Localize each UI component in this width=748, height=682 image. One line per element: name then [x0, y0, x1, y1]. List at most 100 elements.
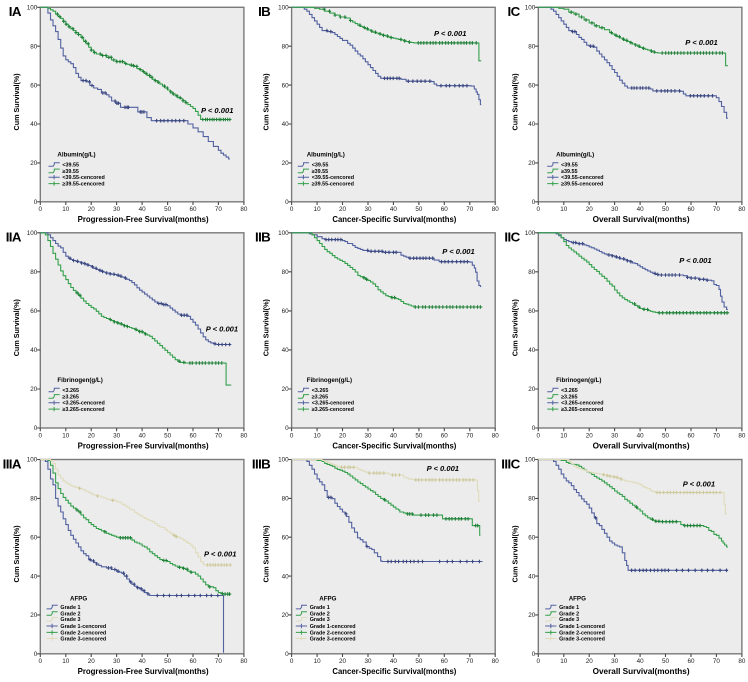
- svg-text:0: 0: [39, 432, 43, 439]
- svg-text:30: 30: [611, 658, 619, 665]
- svg-text:50: 50: [415, 432, 423, 439]
- svg-text:Cancer-Specific Survival(month: Cancer-Specific Survival(months): [332, 667, 456, 676]
- svg-text:IIIB: IIIB: [252, 456, 270, 471]
- svg-text:70: 70: [713, 658, 721, 665]
- svg-text:50: 50: [415, 206, 423, 213]
- svg-text:40: 40: [637, 432, 645, 439]
- svg-text:<39.55: <39.55: [312, 162, 329, 168]
- svg-text:<39.55-cencored: <39.55-cencored: [312, 175, 354, 181]
- svg-text:IIIA: IIIA: [3, 456, 22, 471]
- svg-text:P < 0.001: P < 0.001: [683, 480, 715, 489]
- svg-text:80: 80: [240, 432, 248, 439]
- svg-text:≥39.55: ≥39.55: [312, 169, 328, 175]
- svg-text:40: 40: [30, 121, 38, 128]
- svg-text:10: 10: [560, 432, 568, 439]
- svg-text:60: 60: [441, 206, 449, 213]
- svg-text:Grade 1-cencored: Grade 1-cencored: [60, 624, 106, 630]
- svg-text:10: 10: [62, 432, 70, 439]
- svg-text:Cancer-Specific Survival(month: Cancer-Specific Survival(months): [332, 441, 456, 450]
- svg-text:50: 50: [662, 658, 670, 665]
- svg-text:<39.55: <39.55: [561, 162, 578, 168]
- svg-text:60: 60: [687, 658, 695, 665]
- svg-text:Grade 2: Grade 2: [559, 611, 579, 617]
- svg-text:80: 80: [240, 658, 248, 665]
- svg-text:≥39.55-cencored: ≥39.55-cencored: [561, 182, 603, 188]
- svg-text:60: 60: [282, 308, 290, 315]
- svg-text:10: 10: [62, 206, 70, 213]
- svg-text:P < 0.001: P < 0.001: [206, 325, 238, 334]
- svg-text:Grade 3-cencored: Grade 3-cencored: [310, 637, 356, 643]
- svg-text:Cum Survival(%): Cum Survival(%): [511, 299, 520, 357]
- svg-text:80: 80: [528, 269, 536, 276]
- svg-text:60: 60: [189, 432, 197, 439]
- svg-text:40: 40: [30, 573, 38, 580]
- svg-text:20: 20: [339, 206, 347, 213]
- svg-text:40: 40: [30, 347, 38, 354]
- svg-text:50: 50: [164, 432, 172, 439]
- svg-text:80: 80: [492, 206, 500, 213]
- svg-text:Fibrinogen(g/L): Fibrinogen(g/L): [556, 377, 601, 384]
- svg-text:0: 0: [290, 206, 294, 213]
- svg-text:0: 0: [537, 658, 541, 665]
- svg-text:Grade 1-cencored: Grade 1-cencored: [310, 624, 356, 630]
- svg-text:P < 0.001: P < 0.001: [679, 256, 711, 265]
- svg-text:≥39.55-cencored: ≥39.55-cencored: [62, 182, 104, 188]
- svg-text:20: 20: [88, 658, 96, 665]
- svg-text:80: 80: [282, 43, 290, 50]
- svg-text:Fibrinogen(g/L): Fibrinogen(g/L): [57, 377, 102, 384]
- svg-text:0: 0: [39, 206, 43, 213]
- svg-text:<3.265: <3.265: [561, 388, 578, 394]
- svg-text:50: 50: [164, 658, 172, 665]
- svg-text:<3.265: <3.265: [312, 388, 329, 394]
- svg-text:40: 40: [528, 347, 536, 354]
- svg-text:40: 40: [139, 206, 147, 213]
- svg-text:20: 20: [282, 386, 290, 393]
- svg-text:10: 10: [62, 658, 70, 665]
- svg-text:30: 30: [113, 206, 121, 213]
- svg-text:100: 100: [278, 5, 289, 12]
- svg-text:100: 100: [278, 457, 289, 464]
- svg-text:IIA: IIA: [6, 230, 22, 245]
- svg-text:70: 70: [466, 206, 474, 213]
- svg-text:P < 0.001: P < 0.001: [442, 247, 474, 256]
- svg-text:Albumin(g/L): Albumin(g/L): [307, 151, 345, 158]
- svg-text:80: 80: [30, 496, 38, 503]
- svg-text:0: 0: [290, 432, 294, 439]
- svg-text:100: 100: [525, 457, 536, 464]
- svg-text:Grade 1: Grade 1: [310, 605, 330, 611]
- svg-text:100: 100: [525, 5, 536, 12]
- svg-text:20: 20: [339, 658, 347, 665]
- svg-text:20: 20: [586, 206, 594, 213]
- svg-text:≥39.55: ≥39.55: [62, 169, 78, 175]
- svg-text:80: 80: [738, 206, 746, 213]
- svg-text:30: 30: [113, 432, 121, 439]
- svg-text:Progression-Free Survival(mont: Progression-Free Survival(months): [78, 667, 209, 676]
- svg-text:60: 60: [282, 534, 290, 541]
- svg-text:10: 10: [560, 658, 568, 665]
- svg-text:IC: IC: [507, 4, 520, 19]
- svg-text:0: 0: [537, 432, 541, 439]
- svg-text:60: 60: [687, 432, 695, 439]
- svg-text:Grade 3: Grade 3: [60, 617, 80, 623]
- svg-text:Cum Survival(%): Cum Survival(%): [12, 525, 21, 583]
- svg-text:50: 50: [415, 658, 423, 665]
- svg-text:40: 40: [528, 573, 536, 580]
- svg-text:≥3.265: ≥3.265: [561, 394, 577, 400]
- svg-text:30: 30: [611, 206, 619, 213]
- svg-text:<3.265-cencored: <3.265-cencored: [312, 401, 354, 407]
- svg-text:Grade 2: Grade 2: [60, 611, 80, 617]
- svg-text:0: 0: [34, 425, 38, 432]
- svg-text:<39.55: <39.55: [62, 162, 79, 168]
- svg-text:40: 40: [139, 658, 147, 665]
- svg-text:Grade 2-cencored: Grade 2-cencored: [559, 630, 605, 636]
- svg-text:<3.265: <3.265: [62, 388, 79, 394]
- svg-text:100: 100: [27, 230, 38, 237]
- svg-text:0: 0: [537, 206, 541, 213]
- svg-text:Grade 1-cencored: Grade 1-cencored: [559, 624, 605, 630]
- svg-text:10: 10: [560, 206, 568, 213]
- svg-text:Progression-Free Survival(mont: Progression-Free Survival(months): [78, 215, 209, 224]
- svg-text:Grade 2-cencored: Grade 2-cencored: [60, 630, 106, 636]
- svg-text:Cum Survival(%): Cum Survival(%): [511, 525, 520, 583]
- svg-text:20: 20: [339, 432, 347, 439]
- svg-text:IA: IA: [9, 4, 22, 19]
